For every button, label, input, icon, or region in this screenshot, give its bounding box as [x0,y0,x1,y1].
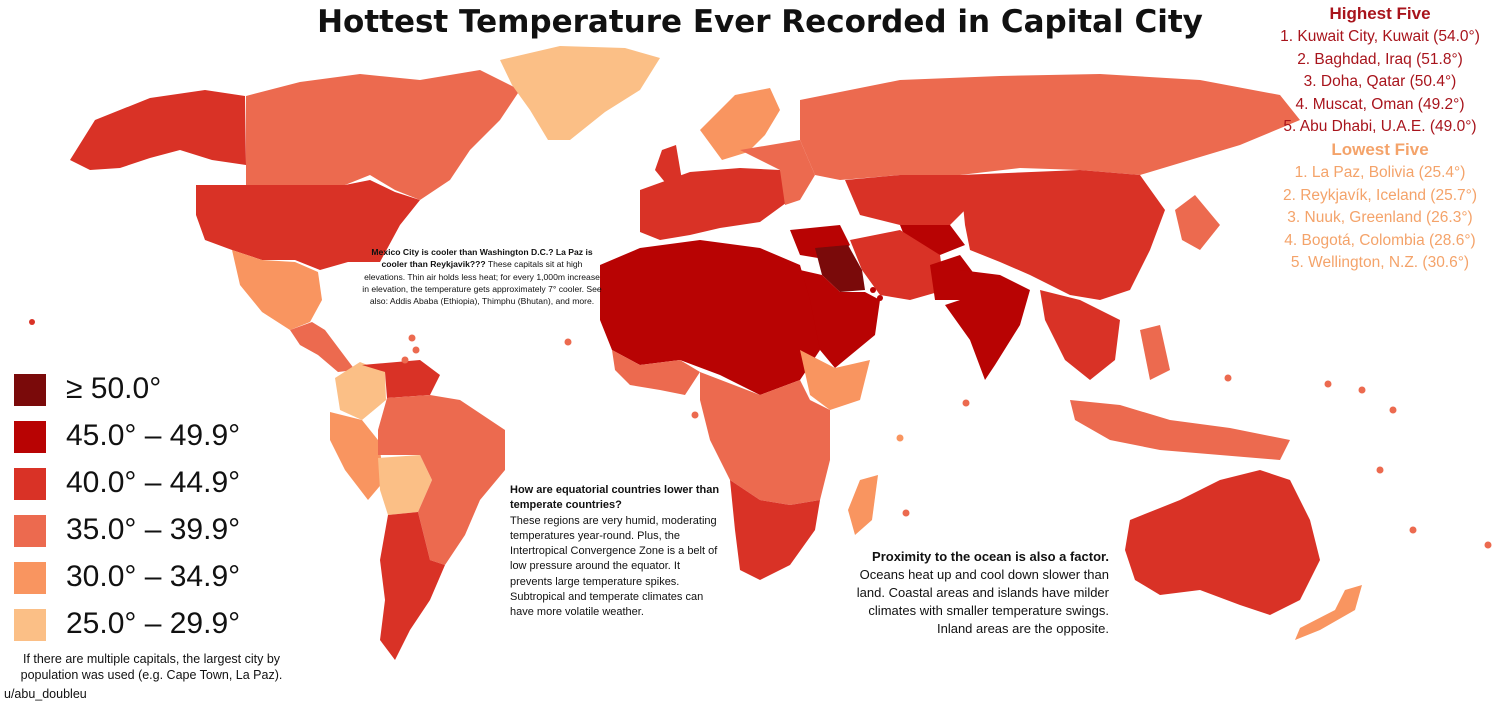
region-mongolia-china [960,170,1165,300]
lowest-five-panel: Lowest Five 1. La Paz, Bolivia (25.4°) 2… [1260,140,1500,275]
region-scandinavia [700,88,780,160]
lowest-five-heading: Lowest Five [1331,140,1429,159]
region-uk [655,145,682,186]
region-new-zealand [1295,585,1362,640]
region-bolivia [378,455,432,515]
island-dot [1358,386,1366,394]
ocean-note-heading: Proximity to the ocean is also a factor. [872,549,1109,564]
region-southeast-asia [1040,290,1120,380]
island-dot [1324,380,1332,388]
highest-five-heading: Highest Five [1329,4,1431,23]
region-australia [1125,470,1320,615]
island-dot [691,411,699,419]
region-greenland [500,46,660,140]
region-madagascar [848,475,878,535]
region-west-africa [612,350,700,395]
equator-note-heading: How are equatorial countries lower than … [510,484,720,512]
highest-five-panel: Highest Five 1. Kuwait City, Kuwait (54.… [1260,4,1500,139]
region-venezuela [362,360,440,398]
lowest-item: 3. Nuuk, Greenland (26.3°) [1287,209,1473,226]
highest-item: 1. Kuwait City, Kuwait (54.0°) [1280,28,1480,45]
ocean-note: Proximity to the ocean is also a factor.… [844,548,1109,638]
elevation-note: Mexico City is cooler than Washington D.… [362,246,602,307]
legend-swatch [14,468,46,500]
region-colombia [335,362,386,420]
lowest-item: 1. La Paz, Bolivia (25.4°) [1294,164,1466,181]
elevation-note-body: These capitals sit at high elevations. T… [362,259,602,307]
legend-label: 30.0° – 34.9° [66,560,241,593]
island-dot [902,509,910,517]
region-mexico [232,250,322,330]
region-russia [800,74,1300,180]
region-brazil [378,395,505,565]
region-usa [196,180,420,270]
island-dot [1409,526,1417,534]
island-dot [1484,541,1492,549]
region-japan [1175,195,1220,250]
ocean-note-body: Oceans heat up and cool down slower than… [856,567,1109,636]
island-dot [1389,406,1397,414]
region-alaska [70,90,246,170]
map-title: Hottest Temperature Ever Recorded in Cap… [317,4,1203,40]
legend-label: 40.0° – 44.9° [66,466,241,499]
legend-label: 35.0° – 39.9° [66,513,241,546]
island-dot [877,295,883,301]
lowest-item: 2. Reykjavík, Iceland (25.7°) [1282,186,1477,204]
legend-swatch [14,374,46,406]
region-eastern-europe [740,140,815,205]
island-dot [401,356,409,364]
highest-item: 4. Muscat, Oman (49.2°) [1295,95,1465,113]
region-indonesia [1070,400,1290,460]
highest-item: 3. Doha, Qatar (50.4°) [1303,73,1457,90]
elevation-note-heading: Mexico City is cooler than Washington D.… [371,247,593,270]
highest-item: 2. Baghdad, Iraq (51.8°) [1297,50,1463,68]
region-kazakhstan [845,175,975,225]
region-central-africa [700,372,830,505]
author-credit: u/abu_doubleu [4,687,87,701]
highest-item: 5. Abu Dhabi, U.A.E. (49.0°) [1283,118,1477,135]
island-dot [564,338,572,346]
region-iraq-kuwait [815,245,865,292]
legend-swatch [14,515,46,547]
legend-swatch [14,562,46,594]
equator-note-body: These regions are very humid, moderating… [510,514,718,619]
island-dot [962,399,970,407]
region-iran-afghanistan [850,230,945,300]
lowest-item: 5. Wellington, N.Z. (30.6°) [1290,254,1470,271]
region-argentina [380,512,445,660]
legend-swatch [14,421,46,453]
region-ethiopia-horn [800,350,870,410]
island-dot [896,434,904,442]
region-central-america [290,322,355,372]
equator-note: How are equatorial countries lower than … [510,483,725,621]
region-peru [330,412,385,500]
region-arabia [800,270,880,368]
island-dot [870,287,876,293]
region-philippines [1140,325,1170,380]
footnote: If there are multiple capitals, the larg… [20,652,283,682]
legend-label: ≥ 50.0° [66,372,162,405]
region-western-europe [640,168,790,240]
legend-swatch [14,609,46,641]
island-dot [1376,466,1384,474]
legend-label: 25.0° – 29.9° [66,607,241,640]
region-canada [246,70,520,200]
region-southern-africa [730,480,820,580]
lowest-item: 4. Bogotá, Colombia (28.6°) [1284,231,1476,249]
island-dot [29,319,35,325]
island-dot [1224,374,1232,382]
region-north-africa [600,240,820,395]
region-india [945,270,1030,380]
island-dot [412,346,420,354]
island-dot [408,334,416,342]
legend-label: 45.0° – 49.9° [66,419,241,452]
